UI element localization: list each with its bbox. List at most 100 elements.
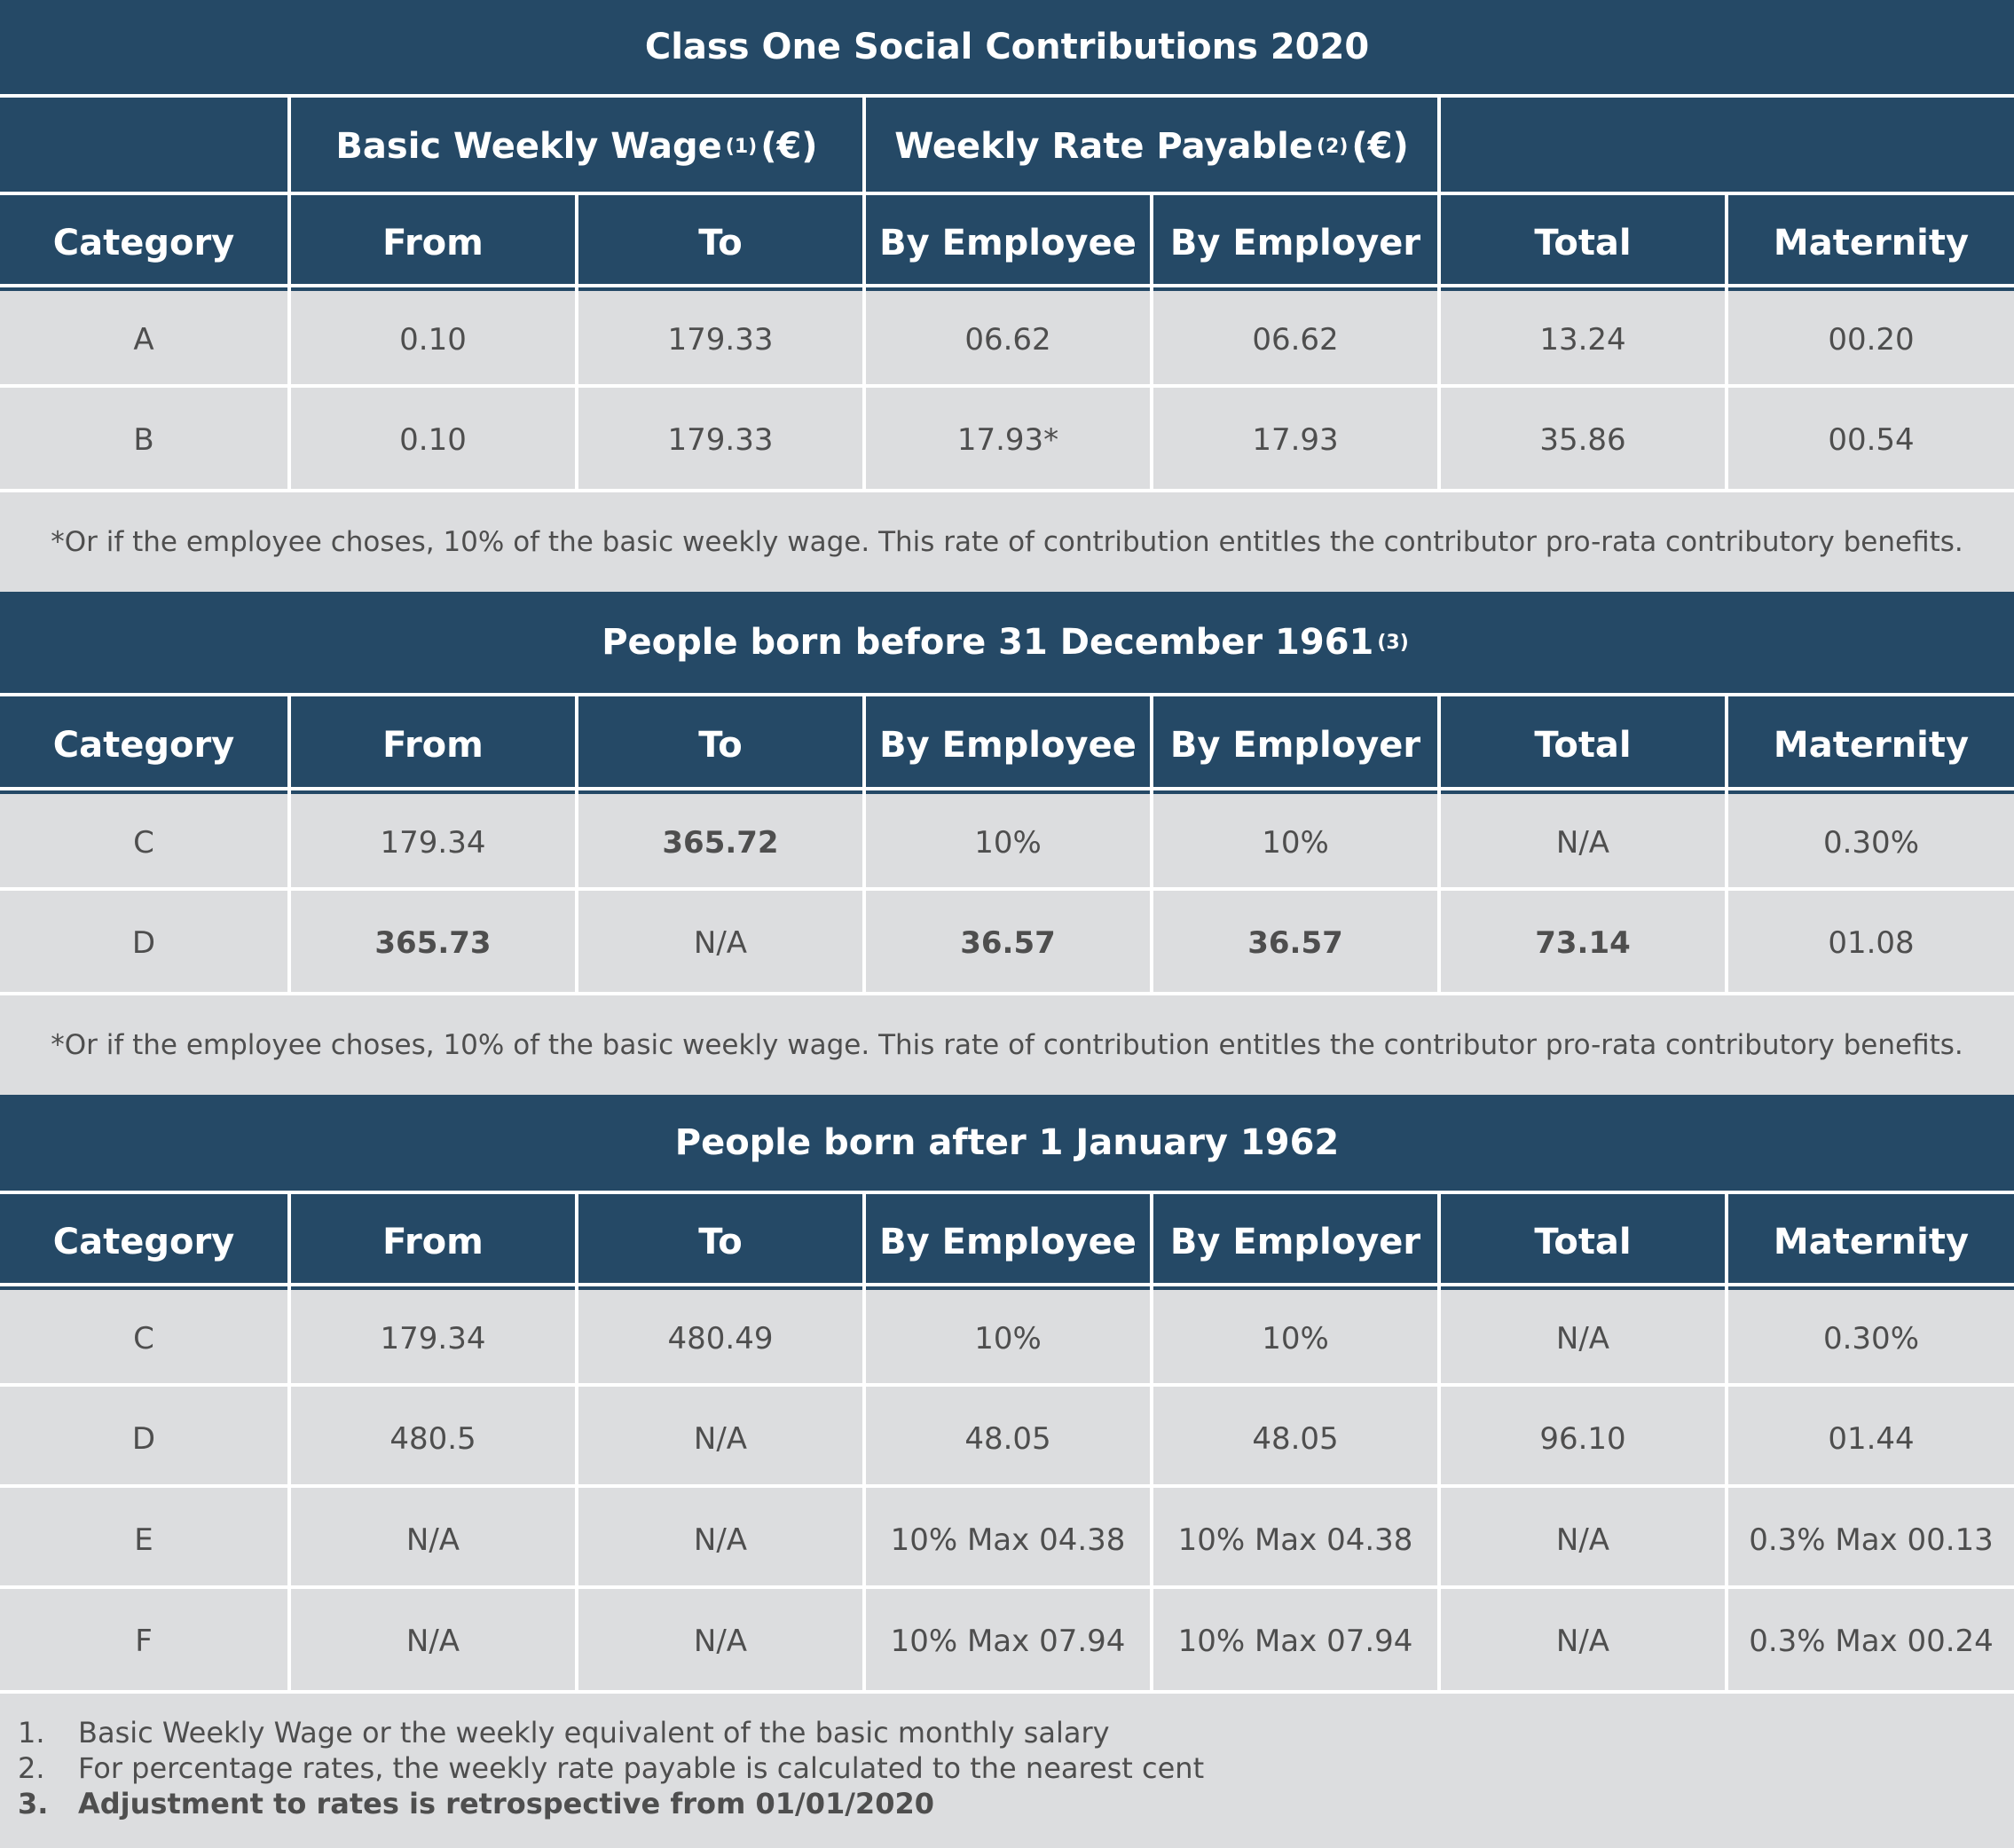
column-header-by-employee: By Employee: [862, 195, 1150, 291]
table1-column-header-row: Category From To By Employee By Employer Tota…: [0, 192, 2014, 291]
cell-maternity: 0.30%: [1725, 790, 2014, 894]
cell-category: E: [134, 1522, 153, 1558]
cell-by-employee: 36.57: [862, 891, 1150, 995]
table3-column-header-row: Category From To By Employee By Employer Tota…: [0, 1191, 2014, 1290]
cell-category: D: [131, 1421, 156, 1457]
column-header-total: Total: [1437, 195, 1725, 291]
cell-total: N/A: [1437, 1589, 1725, 1694]
cell-to: 179.33: [575, 287, 862, 391]
cell-maternity: 00.54: [1725, 388, 2014, 492]
table-row: D 480.5 N/A 48.05 48.05 96.10 01.44: [0, 1383, 2014, 1491]
cell-by-employer: 06.62: [1150, 287, 1437, 391]
cell-from: 480.5: [287, 1387, 575, 1491]
column-header-category: Category: [52, 223, 235, 263]
cell-category: F: [135, 1624, 153, 1659]
column-header-maternity: Maternity: [1725, 1194, 2014, 1290]
cell-by-employer: 10% Max 07.94: [1150, 1589, 1437, 1694]
cell-from: N/A: [287, 1488, 575, 1592]
cell-to: 480.49: [575, 1286, 862, 1390]
cell-total: 35.86: [1437, 388, 1725, 492]
footnote-text: For percentage rates, the weekly rate pa…: [78, 1751, 1205, 1785]
cell-by-employee: 06.62: [862, 287, 1150, 391]
cell-from: 0.10: [287, 287, 575, 391]
table-row: E N/A N/A 10% Max 04.38 10% Max 04.38 N/A 0.3%…: [0, 1484, 2014, 1592]
footnote-ref-1: (1): [725, 135, 758, 158]
column-header-from: From: [287, 195, 575, 291]
column-header-by-employee: By Employee: [862, 696, 1150, 794]
table1-note: *Or if the employee choses, 10% of the b…: [0, 489, 2014, 592]
column-header-total: Total: [1437, 696, 1725, 794]
cell-from: N/A: [287, 1589, 575, 1694]
cell-by-employee: 10%: [862, 790, 1150, 894]
column-header-from: From: [287, 1194, 575, 1290]
column-header-by-employer: By Employer: [1150, 696, 1437, 794]
table3-title: People born after 1 January 1962: [674, 1122, 1340, 1163]
column-header-to: To: [575, 195, 862, 291]
table-row: A 0.10 179.33 06.62 06.62 13.24 00.20: [0, 284, 2014, 391]
table3-title-row: People born after 1 January 1962: [0, 1095, 2014, 1191]
group-basic-unit: (€): [760, 126, 818, 167]
column-header-total: Total: [1437, 1194, 1725, 1290]
table-row: F N/A N/A 10% Max 07.94 10% Max 07.94 N/A 0.3%…: [0, 1585, 2014, 1694]
group-header-empty: [0, 98, 287, 195]
table1-group-header-row: Basic Weekly Wage (1) (€) Weekly Rate Paya…: [0, 94, 2014, 195]
column-header-to: To: [575, 696, 862, 794]
footnote-text: Basic Weekly Wage or the weekly equivale…: [78, 1716, 1110, 1750]
group-rate-label: Weekly Rate Payable: [894, 126, 1313, 167]
cell-category: B: [133, 422, 154, 458]
table1-title-row: Class One Social Contributions 2020: [0, 0, 2014, 94]
cell-maternity: 0.3% Max 00.13: [1725, 1488, 2014, 1592]
cell-maternity: 01.44: [1725, 1387, 2014, 1491]
table1-title: Class One Social Contributions 2020: [644, 27, 1370, 67]
column-header-category: Category: [52, 725, 235, 766]
footnote-2: 2. For percentage rates, the weekly rate…: [18, 1751, 1204, 1785]
table2-title: People born before 31 December 1961 (3): [0, 592, 2014, 693]
cell-to: 365.72: [575, 790, 862, 894]
footnote-ref-2: (2): [1316, 135, 1349, 158]
table2-title-row: People born before 31 December 1961 (3): [0, 592, 2014, 693]
cell-category: C: [133, 1320, 154, 1357]
cell-by-employer: 10%: [1150, 790, 1437, 894]
column-header-to: To: [575, 1194, 862, 1290]
footnote-number: 2.: [18, 1751, 45, 1785]
cell-to: N/A: [575, 1589, 862, 1694]
cell-from: 365.73: [287, 891, 575, 995]
footnote-number: 3.: [18, 1787, 49, 1820]
footnote-1: 1. Basic Weekly Wage or the weekly equiv…: [18, 1716, 1110, 1750]
cell-by-employer: 10% Max 04.38: [1150, 1488, 1437, 1592]
cell-total: 73.14: [1437, 891, 1725, 995]
table-row: D 365.73 N/A 36.57 36.57 73.14 01.08: [0, 887, 2014, 995]
column-header-maternity: Maternity: [1725, 696, 2014, 794]
footnote-ref-3: (3): [1377, 631, 1409, 654]
cell-by-employer: 17.93: [1150, 388, 1437, 492]
column-header-by-employer: By Employer: [1150, 1194, 1437, 1290]
column-header-maternity: Maternity: [1725, 195, 2014, 291]
cell-total: N/A: [1437, 790, 1725, 894]
cell-to: N/A: [575, 891, 862, 995]
column-header-category: Category: [52, 1222, 235, 1262]
table-row: C 179.34 365.72 10% 10% N/A 0.30%: [0, 787, 2014, 894]
cell-to: 179.33: [575, 388, 862, 492]
cell-category: A: [133, 321, 154, 358]
cell-to: N/A: [575, 1488, 862, 1592]
cell-from: 0.10: [287, 388, 575, 492]
cell-maternity: 0.3% Max 00.24: [1725, 1589, 2014, 1694]
table2-title-text: People born before 31 December 1961: [602, 622, 1374, 663]
cell-total: N/A: [1437, 1286, 1725, 1390]
footnote-3: 3. Adjustment to rates is retrospective …: [18, 1787, 934, 1820]
table2-note: *Or if the employee choses, 10% of the b…: [0, 992, 2014, 1095]
group-header-basic-weekly-wage: Basic Weekly Wage (1) (€): [287, 98, 862, 195]
group-header-empty-right: [1437, 98, 2014, 195]
cell-by-employer: 36.57: [1150, 891, 1437, 995]
cell-from: 179.34: [287, 790, 575, 894]
cell-total: N/A: [1437, 1488, 1725, 1592]
cell-category: C: [133, 824, 154, 861]
column-header-by-employee: By Employee: [862, 1194, 1150, 1290]
table-row: C 179.34 480.49 10% 10% N/A 0.30%: [0, 1283, 2014, 1390]
cell-by-employee: 10%: [862, 1286, 1150, 1390]
cell-maternity: 00.20: [1725, 287, 2014, 391]
cell-maternity: 01.08: [1725, 891, 2014, 995]
column-header-from: From: [287, 696, 575, 794]
table2-column-header-row: Category From To By Employee By Employer Tota…: [0, 693, 2014, 794]
